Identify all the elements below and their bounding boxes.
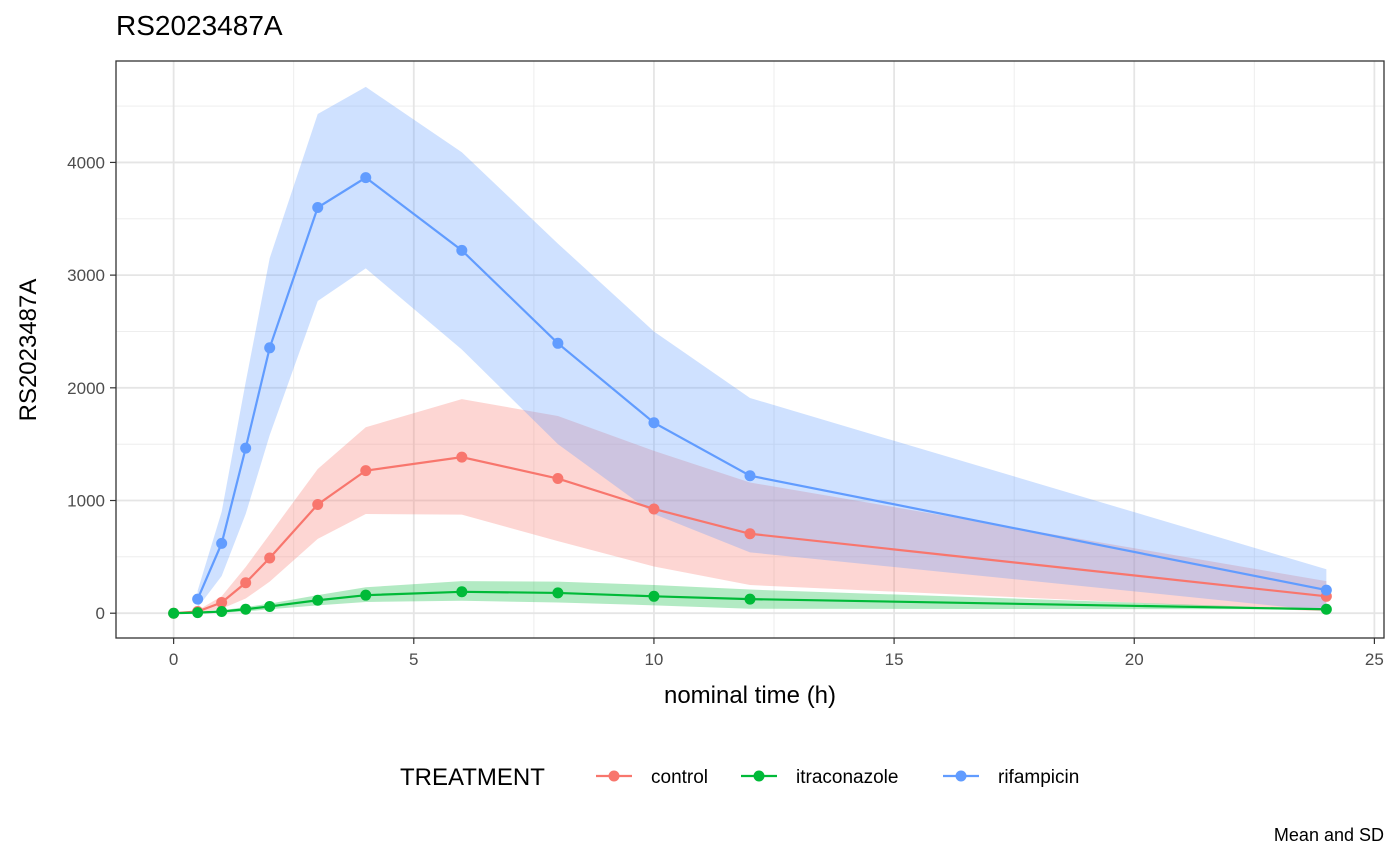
point-control bbox=[312, 498, 324, 510]
point-control bbox=[360, 465, 372, 477]
point-itraconazole bbox=[1320, 603, 1332, 615]
y-tick-label: 2000 bbox=[67, 379, 105, 398]
point-itraconazole bbox=[192, 607, 204, 619]
point-itraconazole bbox=[648, 590, 660, 602]
y-tick-label: 4000 bbox=[67, 153, 105, 172]
point-rifampicin bbox=[1320, 584, 1332, 596]
y-tick-label: 1000 bbox=[67, 492, 105, 511]
point-control bbox=[552, 473, 564, 485]
point-itraconazole bbox=[456, 586, 468, 598]
legend-key-point bbox=[955, 770, 967, 782]
x-axis-ticks: 0 5 10 15 20 25 bbox=[169, 638, 1384, 669]
x-axis-title: nominal time (h) bbox=[664, 682, 836, 709]
x-tick-label: 25 bbox=[1365, 650, 1384, 669]
point-control bbox=[240, 577, 252, 589]
x-tick-label: 10 bbox=[644, 650, 663, 669]
legend-key-point bbox=[753, 770, 765, 782]
x-tick-label: 0 bbox=[169, 650, 178, 669]
series-points bbox=[168, 172, 1332, 619]
plot-panel-border bbox=[115, 60, 1385, 639]
y-tick-label: 0 bbox=[96, 604, 105, 623]
point-itraconazole bbox=[168, 607, 180, 619]
point-control bbox=[264, 552, 276, 564]
grid-lines bbox=[116, 61, 1384, 638]
point-itraconazole bbox=[360, 589, 372, 601]
point-rifampicin bbox=[216, 537, 228, 549]
y-axis-ticks: 0 1000 2000 3000 4000 bbox=[67, 153, 116, 623]
chart-title: RS2023487A bbox=[116, 10, 283, 41]
point-itraconazole bbox=[216, 606, 228, 618]
point-itraconazole bbox=[312, 594, 324, 606]
legend-title: TREATMENT bbox=[400, 764, 545, 791]
x-tick-label: 5 bbox=[409, 650, 418, 669]
point-rifampicin bbox=[744, 470, 756, 482]
point-rifampicin bbox=[240, 442, 252, 454]
point-control bbox=[744, 528, 756, 540]
point-rifampicin bbox=[264, 342, 276, 354]
plot-panel-background bbox=[116, 61, 1384, 638]
point-rifampicin bbox=[312, 202, 324, 214]
point-itraconazole bbox=[264, 600, 276, 612]
x-tick-label: 15 bbox=[885, 650, 904, 669]
point-itraconazole bbox=[744, 593, 756, 605]
ribbon-rifampicin bbox=[197, 86, 1327, 611]
legend-key-point bbox=[608, 770, 620, 782]
y-axis-title: RS2023487A bbox=[15, 279, 42, 422]
point-rifampicin bbox=[456, 244, 468, 256]
y-tick-label: 3000 bbox=[67, 266, 105, 285]
legend-label-control: control bbox=[651, 767, 708, 788]
point-rifampicin bbox=[360, 172, 372, 184]
point-control bbox=[216, 597, 228, 609]
legend-label-itraconazole: itraconazole bbox=[796, 767, 898, 788]
legend-label-rifampicin: rifampicin bbox=[998, 767, 1079, 788]
point-itraconazole bbox=[552, 587, 564, 599]
point-rifampicin bbox=[192, 593, 204, 605]
point-rifampicin bbox=[552, 337, 564, 349]
point-rifampicin bbox=[648, 417, 660, 429]
point-control bbox=[456, 451, 468, 463]
point-control bbox=[648, 503, 660, 515]
x-tick-label: 20 bbox=[1125, 650, 1144, 669]
legend: TREATMENT control itraconazole rifampicin bbox=[400, 764, 1079, 791]
chart-caption: Mean and SD bbox=[1273, 825, 1384, 845]
point-itraconazole bbox=[240, 603, 252, 615]
